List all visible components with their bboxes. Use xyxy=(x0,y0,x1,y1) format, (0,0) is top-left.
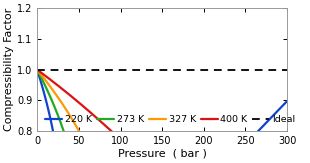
327 K xyxy=(35,69,39,71)
327 K xyxy=(74,124,78,126)
220 K xyxy=(35,69,39,71)
327 K xyxy=(285,148,289,150)
400 K xyxy=(285,147,289,149)
Line: 400 K: 400 K xyxy=(37,70,287,163)
400 K xyxy=(40,72,44,74)
400 K xyxy=(92,115,96,117)
273 K xyxy=(285,133,289,134)
400 K xyxy=(74,99,78,101)
273 K xyxy=(35,69,39,71)
Legend: 220 K, 273 K, 327 K, 400 K, Ideal: 220 K, 273 K, 327 K, 400 K, Ideal xyxy=(44,114,296,125)
327 K xyxy=(69,115,72,117)
273 K xyxy=(40,78,44,80)
327 K xyxy=(40,74,44,76)
400 K xyxy=(69,95,72,96)
327 K xyxy=(92,161,96,163)
Line: 327 K: 327 K xyxy=(37,70,287,163)
Line: 273 K: 273 K xyxy=(37,70,287,163)
273 K xyxy=(69,152,72,154)
Line: 220 K: 220 K xyxy=(37,70,287,163)
220 K xyxy=(285,100,289,102)
400 K xyxy=(35,69,39,71)
400 K xyxy=(110,131,114,133)
Y-axis label: Compressibility Factor: Compressibility Factor xyxy=(4,8,14,131)
220 K xyxy=(231,156,235,158)
220 K xyxy=(40,84,44,86)
X-axis label: Pressure  ( bar ): Pressure ( bar ) xyxy=(118,149,206,159)
